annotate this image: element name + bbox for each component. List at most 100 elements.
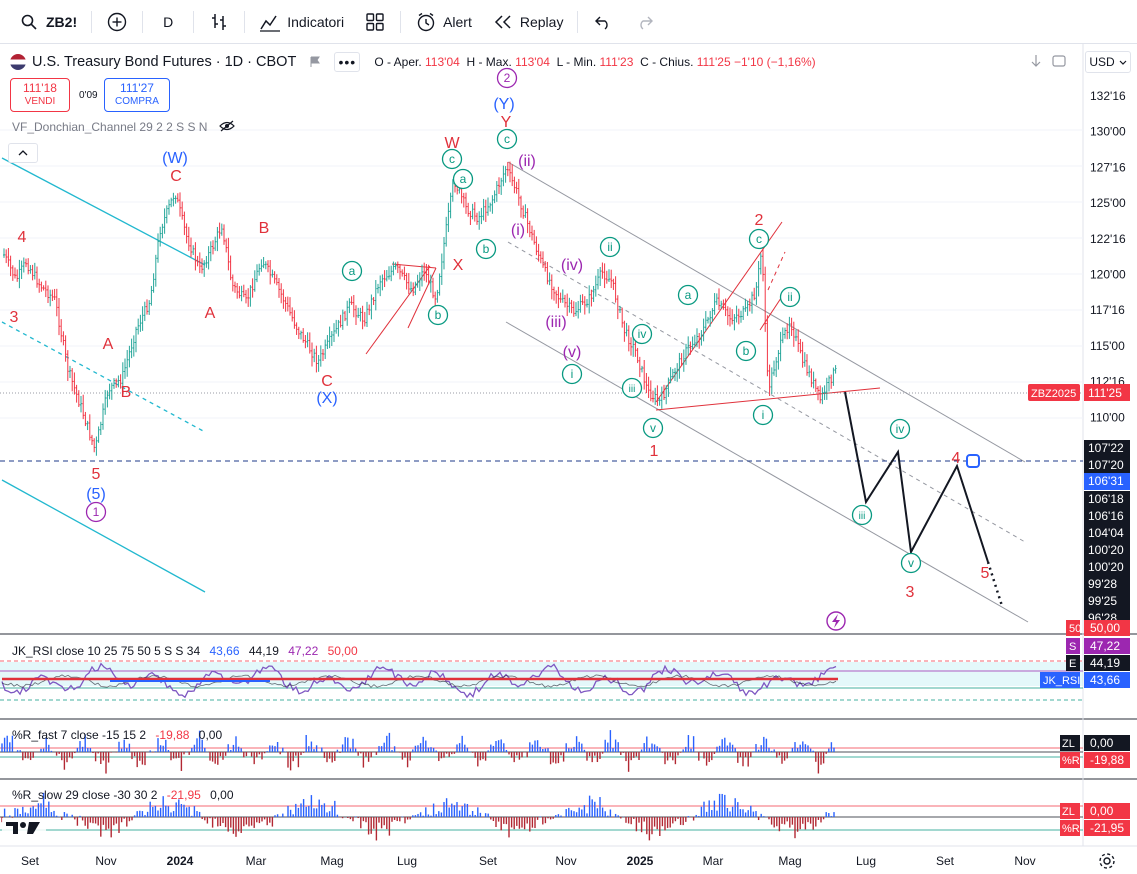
price-bar [421,264,423,287]
wr-slow-tag-letter: ZL [1062,806,1075,818]
wave-label-a: a [452,168,474,190]
price-label-text: 107'20 [1088,458,1124,472]
sell-button[interactable]: 111'18 VENDI [10,78,70,112]
price-bar [528,220,531,238]
price-bar [401,269,404,277]
price-bar [586,298,588,308]
toolbar-divider [193,10,195,33]
symbol-search[interactable]: ZB2! [8,6,87,38]
layouts-button[interactable] [354,6,396,38]
wave-label-C: C [321,373,333,390]
price-bar [293,310,296,329]
flag-button[interactable] [302,52,328,72]
price-bar [152,273,155,293]
wave-label-W: W [444,135,460,152]
donchian-legend[interactable]: VF_Donchian_Channel 29 2 2 S S N [12,120,235,135]
price-bar [416,274,419,288]
maximize-icon[interactable] [1052,54,1066,68]
price-label-bg [1084,593,1130,610]
price-bar [608,269,610,282]
price-label: 99'25 [1084,593,1130,610]
price-bar [328,326,331,349]
price-bar [7,247,10,267]
price-bar [214,236,217,251]
replay-icon [492,11,514,33]
arrow-down-icon[interactable] [1030,54,1042,68]
wr-fast-tag-letter: ZL [1062,738,1075,750]
redo-button[interactable] [624,6,666,38]
toolbar-divider [577,10,579,33]
settings-button[interactable] [1098,852,1118,872]
lightning-event-icon[interactable] [826,611,846,631]
price-bar [566,293,569,317]
wave-text: a [685,288,692,302]
price-label-text: 104'04 [1088,526,1124,540]
currency-select[interactable]: USD [1085,51,1131,73]
chart-canvas[interactable]: 43AB5(5)1(W)CABC(X)abWcaXb2(Y)Yc(ii)(i)(… [0,44,1137,874]
price-bar [148,300,151,315]
price-label-bg [1084,525,1130,542]
price-bar [427,264,430,285]
price-bar [60,319,63,343]
buy-button[interactable]: 111'27 COMPRA [104,78,170,112]
price-bar [784,327,786,339]
compare-symbol-button[interactable] [96,6,138,38]
price-bar [388,266,390,280]
rsi-tag-letter: S [1069,641,1076,653]
wr-slow-tag-value: -21,95 [1090,821,1124,835]
price-bar [295,322,298,335]
more-options-button[interactable]: ••• [334,52,361,72]
price-bar [524,204,527,218]
sell-label: VENDI [24,96,56,107]
symbol-legend[interactable]: U.S. Treasury Bond Futures · 1D · CBOT •… [10,52,816,72]
buy-price: 111'27 [120,81,154,95]
sell-price: 111'18 [23,81,57,95]
wave-label-iii: iii [851,504,873,526]
indicators-button[interactable]: Indicatori [249,6,354,38]
rsi-tag-value: 44,19 [1090,656,1120,670]
price-bar [374,280,377,311]
price-bar [366,301,368,328]
price-bar [550,274,553,300]
wave-text: 2 [755,212,764,229]
rsi-tag-letter: 50 [1069,623,1081,635]
rsi-legend[interactable]: JK_RSI close 10 25 75 50 5 S S 34 43,66 … [12,644,358,658]
price-label-bg [1084,508,1130,525]
toolbar-divider [400,10,402,33]
collapse-legend-button[interactable] [8,143,38,163]
price-bar [355,305,357,325]
wr-slow-legend[interactable]: %R_slow 29 close -30 30 2 -21,95 0,00 [12,788,234,802]
replay-button[interactable]: Replay [482,6,574,38]
rsi-tag-value-bg [1084,655,1130,671]
wave-labels: 43AB5(5)1(W)CABC(X)abWcaXb2(Y)Yc(ii)(i)(… [10,67,990,601]
price-axis[interactable]: 132'16 130'00 127'16 125'00 122'16 120'00 117'… [1028,89,1130,627]
price-bar [53,288,56,301]
eye-hidden-icon[interactable] [218,120,235,135]
price-bar [467,202,470,217]
price-tick: 125'00 [1090,196,1126,210]
price-label: 106'31 [1084,473,1130,490]
price-bar [225,238,228,253]
price-bar [685,343,687,365]
price-bar [687,336,690,356]
time-axis[interactable]: Set Nov 2024 Mar Mag Lug Set Nov 2025 Mar Mag Lug Se… [21,854,1036,868]
undo-button[interactable] [582,6,624,38]
price-bar [38,278,41,293]
wr-fast-legend[interactable]: %R_fast 7 close -15 15 2 -19,88 0,00 [12,728,222,742]
wave-text: ii [787,290,792,304]
rsi-value-4: 50,00 [327,644,358,658]
interval-button[interactable]: D [147,6,189,38]
gray-channel-upper [507,161,1026,463]
price-bar [645,372,648,394]
price-bar [603,263,606,289]
symbol-tag-text: ZBZ2025 [1031,388,1076,400]
price-bar [478,211,481,230]
alert-button[interactable]: Alert [405,6,482,38]
alert-marker[interactable] [966,454,980,468]
interval-label: D [163,13,174,30]
price-bar [588,285,591,314]
wave-text: (5) [86,486,106,503]
bar-style-icon [208,11,230,33]
chart-style-button[interactable] [198,6,240,38]
